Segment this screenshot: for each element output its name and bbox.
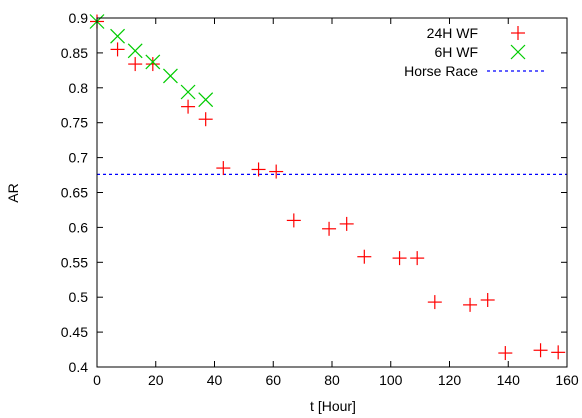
point-24h-wf-13 xyxy=(392,251,407,266)
point-6h-wf-1-b xyxy=(110,28,125,44)
x-tick-label-7: 140 xyxy=(497,372,521,388)
point-6h-wf-5 xyxy=(180,84,196,100)
y-tick-label-2: 0.5 xyxy=(69,289,89,305)
point-6h-wf-6-b xyxy=(198,92,214,108)
axes: 0 20 40 60 80 100 120 140 160 0.4 0.45 0.5 0.55 0.6 0.… xyxy=(61,10,579,388)
y-tick-label-10: 0.9 xyxy=(69,10,89,26)
point-24h-wf-5 xyxy=(198,112,213,127)
legend-label-24h-wf: 24H WF xyxy=(427,25,478,41)
legend-sample-6h-wf-b xyxy=(510,44,526,60)
point-6h-wf-2 xyxy=(127,43,143,59)
x-tick-label-2: 40 xyxy=(207,372,223,388)
legend-label-horse-race: Horse Race xyxy=(404,63,478,79)
y-tick-label-1: 0.45 xyxy=(61,324,88,340)
point-6h-wf-4 xyxy=(163,68,178,84)
legend-sample-24h-wf xyxy=(511,26,525,40)
point-24h-wf-19 xyxy=(533,343,548,358)
x-tick-label-4: 80 xyxy=(324,372,340,388)
point-24h-wf-2 xyxy=(128,57,143,72)
plot-marks xyxy=(89,14,567,361)
point-24h-wf-15 xyxy=(427,295,442,310)
y-tick-label-9: 0.85 xyxy=(61,45,88,61)
point-24h-wf-7 xyxy=(251,162,266,177)
axis-labels: t [Hour] AR xyxy=(5,183,356,414)
x-tick-label-1: 20 xyxy=(148,372,164,388)
point-6h-wf-2-b xyxy=(127,43,143,59)
y-tick-label-0: 0.4 xyxy=(69,359,89,375)
point-24h-wf-14 xyxy=(410,251,425,266)
x-axis-title: t [Hour] xyxy=(310,398,356,414)
legend-sample-6h-wf xyxy=(510,44,526,60)
x-tick-label-8: 160 xyxy=(555,372,579,388)
x-tick-label-6: 120 xyxy=(438,372,462,388)
point-6h-wf-6 xyxy=(198,92,214,108)
point-24h-wf-16 xyxy=(463,297,478,312)
y-tick-label-4: 0.6 xyxy=(69,219,89,235)
point-24h-wf-20 xyxy=(551,345,566,360)
point-6h-wf-1 xyxy=(110,28,125,44)
point-24h-wf-8 xyxy=(269,164,284,179)
point-24h-wf-10 xyxy=(322,221,337,236)
legend-label-6h-wf: 6H WF xyxy=(434,44,478,60)
point-24h-wf-9 xyxy=(286,213,301,228)
point-24h-wf-11 xyxy=(339,216,354,231)
point-24h-wf-4 xyxy=(181,99,196,114)
y-axis-title: AR xyxy=(5,183,21,202)
y-tick-label-8: 0.8 xyxy=(69,80,89,96)
y-tick-label-6: 0.7 xyxy=(69,150,89,166)
point-24h-wf-6 xyxy=(216,161,231,176)
point-6h-wf-3 xyxy=(145,54,161,70)
point-24h-wf-17 xyxy=(480,292,495,307)
y-tick-label-5: 0.65 xyxy=(61,185,88,201)
legend: 24H WF 6H WF Horse Race xyxy=(404,25,547,79)
point-24h-wf-1 xyxy=(110,42,125,57)
point-6h-wf-5-b xyxy=(180,84,196,100)
point-24h-wf-12 xyxy=(357,249,372,264)
x-tick-label-5: 100 xyxy=(379,372,403,388)
x-tick-label-3: 60 xyxy=(265,372,281,388)
x-tick-label-0: 0 xyxy=(93,372,101,388)
y-tick-label-7: 0.75 xyxy=(61,115,88,131)
point-24h-wf-3 xyxy=(145,57,160,72)
point-6h-wf-4-b xyxy=(163,68,178,84)
y-tick-label-3: 0.55 xyxy=(61,254,88,270)
point-24h-wf-18 xyxy=(498,346,513,361)
point-6h-wf-3-b xyxy=(145,54,161,70)
